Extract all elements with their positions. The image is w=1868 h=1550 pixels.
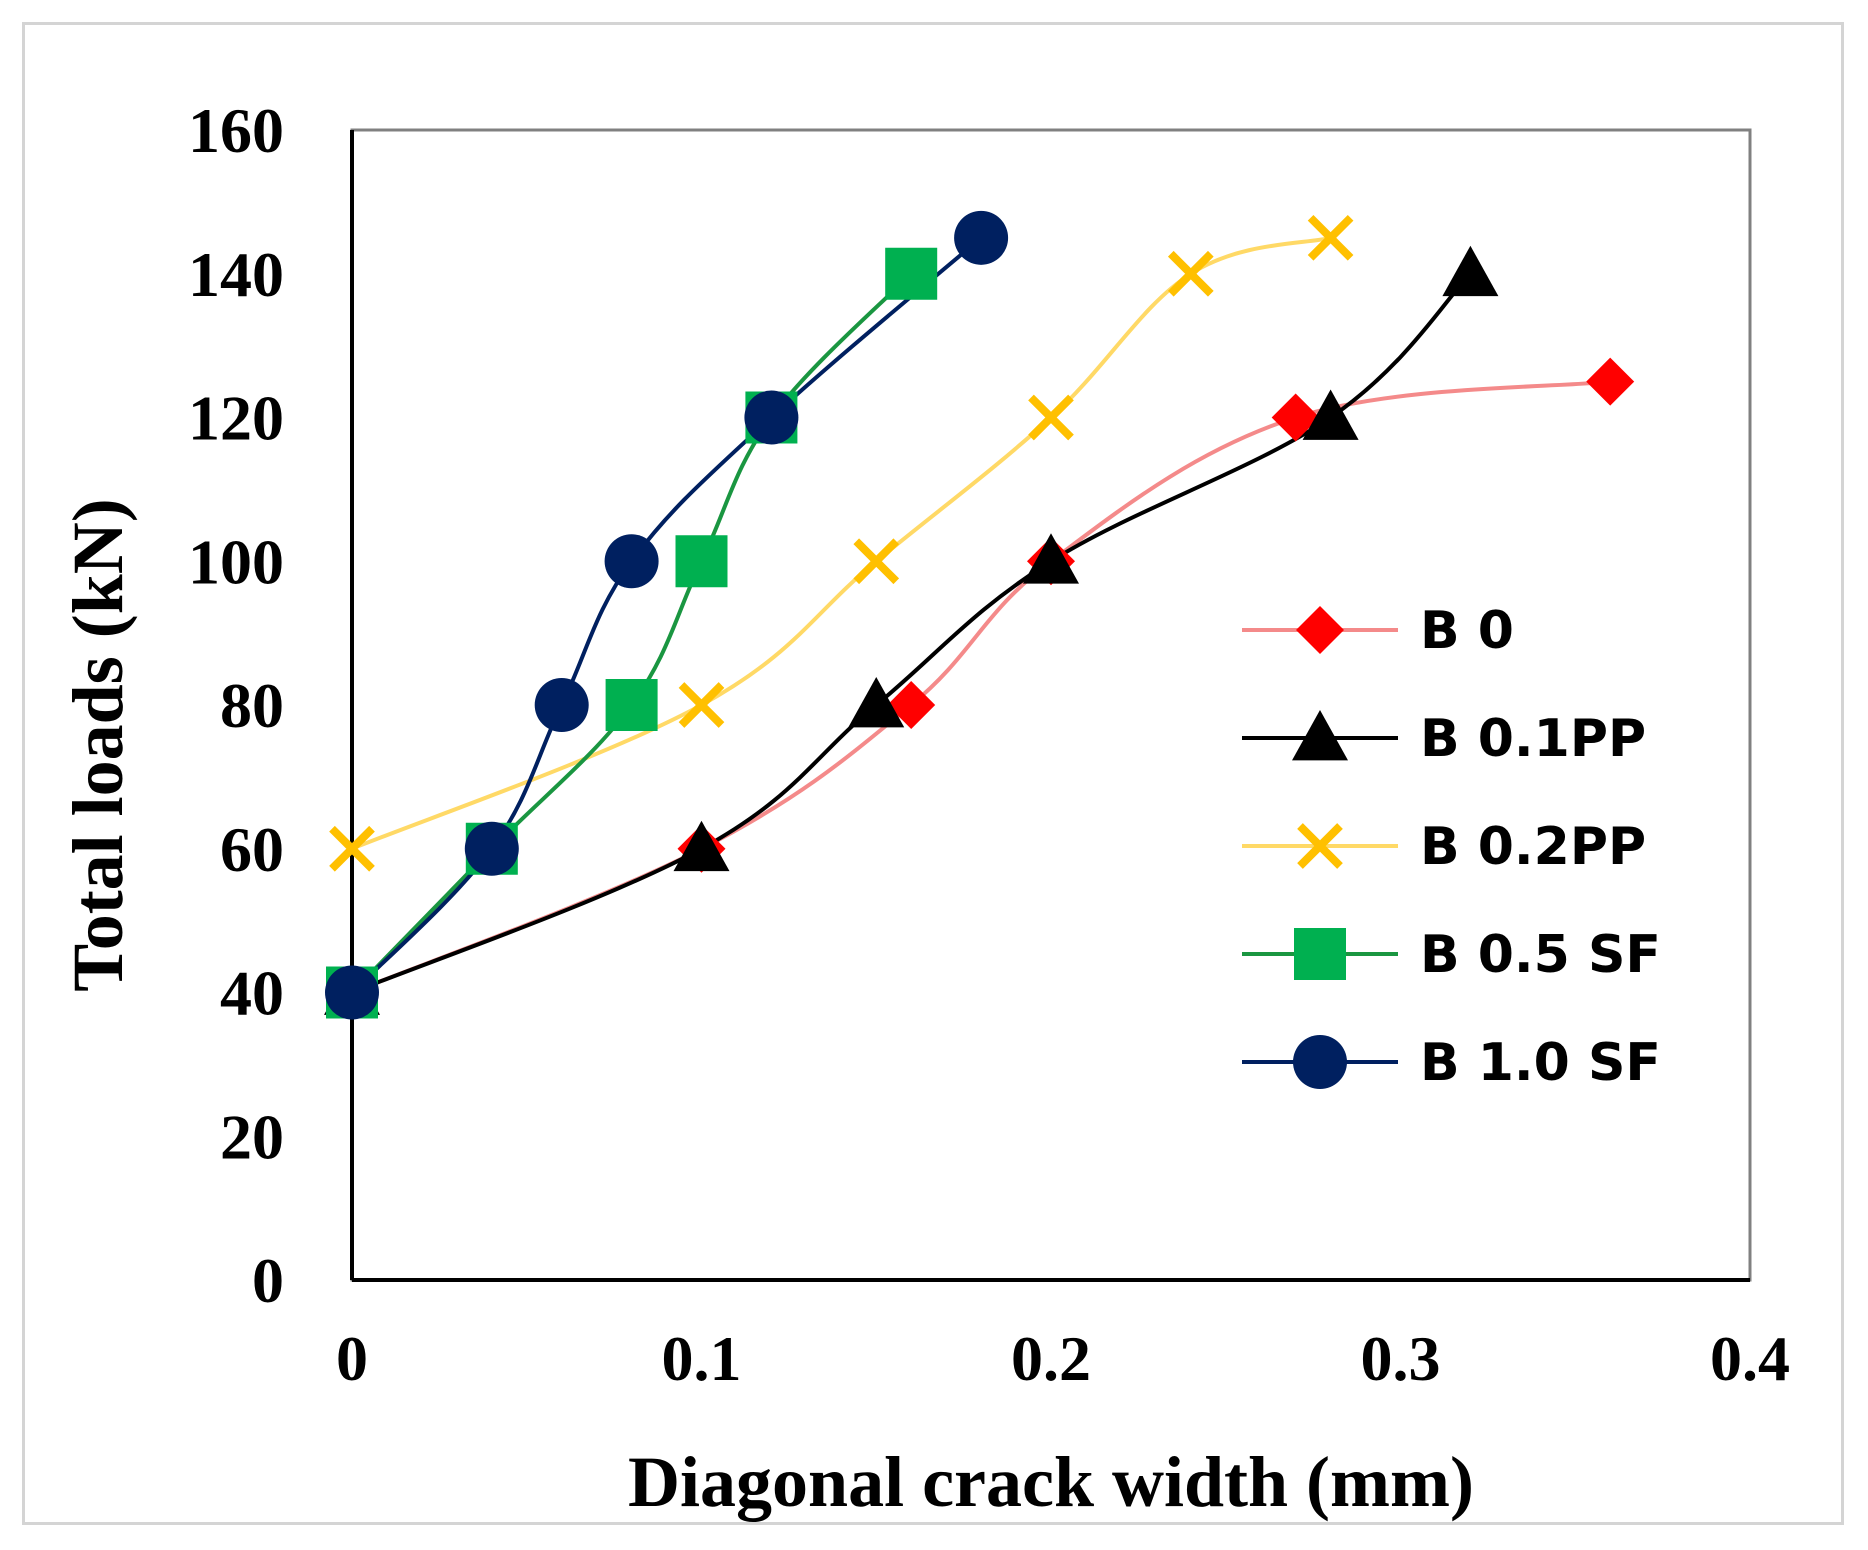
x-tick-label: 0.2 bbox=[1011, 1323, 1091, 1394]
data-point bbox=[673, 820, 730, 872]
data-point bbox=[675, 535, 728, 588]
data-point bbox=[678, 682, 725, 728]
y-tick-label: 0 bbox=[252, 1245, 284, 1316]
legend-marker bbox=[1297, 823, 1343, 869]
y-tick-label: 80 bbox=[220, 670, 284, 741]
data-point bbox=[848, 677, 905, 728]
data-point bbox=[885, 247, 938, 300]
y-axis-title: Total loads (kN) bbox=[58, 498, 138, 991]
x-tick-label: 0.1 bbox=[662, 1323, 742, 1394]
data-point bbox=[853, 538, 900, 585]
legend-label: B 0.5 SF bbox=[1420, 925, 1661, 985]
data-point bbox=[954, 210, 1009, 265]
y-tick-label: 160 bbox=[188, 95, 284, 166]
data-point bbox=[1586, 357, 1635, 406]
data-point bbox=[1307, 214, 1354, 261]
y-tick-label: 40 bbox=[220, 958, 284, 1029]
legend-label: B 0.1PP bbox=[1420, 709, 1646, 769]
series-markers bbox=[324, 210, 1635, 1020]
legend-marker bbox=[1292, 710, 1348, 761]
legend-marker bbox=[1293, 1035, 1347, 1089]
y-tick-labels: 0 20 40 60 80 100 120 140 160 bbox=[188, 95, 284, 1316]
data-point bbox=[1442, 245, 1499, 297]
data-point bbox=[329, 825, 375, 872]
legend-label: B 0.2PP bbox=[1420, 817, 1646, 877]
series-line bbox=[350, 236, 983, 994]
legend-marker bbox=[1296, 606, 1344, 654]
data-point bbox=[604, 534, 659, 589]
data-point bbox=[534, 678, 589, 732]
data-point bbox=[1023, 533, 1079, 584]
legend: B 0 B 0.1PP B 0.2PP B 0.5 SF B 1.0 SF bbox=[1242, 601, 1661, 1093]
data-point bbox=[1028, 394, 1074, 441]
y-tick-label: 120 bbox=[188, 383, 284, 454]
x-tick-label: 0.4 bbox=[1710, 1323, 1790, 1394]
legend-label: B 0 bbox=[1420, 601, 1514, 661]
data-point bbox=[1167, 250, 1214, 297]
y-tick-label: 20 bbox=[220, 1101, 284, 1172]
x-tick-label: 0.3 bbox=[1361, 1323, 1441, 1394]
series-line bbox=[351, 235, 1332, 851]
y-tick-label: 60 bbox=[220, 814, 284, 885]
x-tick-label: 0 bbox=[336, 1323, 368, 1394]
series-line bbox=[350, 272, 913, 994]
data-point bbox=[744, 390, 799, 445]
data-point bbox=[464, 821, 519, 876]
data-point bbox=[1271, 393, 1320, 442]
data-point bbox=[605, 679, 658, 731]
series-line bbox=[351, 379, 1611, 995]
x-tick-labels: 0 0.1 0.2 0.3 0.4 bbox=[336, 1323, 1790, 1394]
x-axis-title: Diagonal crack width (mm) bbox=[628, 1442, 1474, 1522]
y-tick-label: 140 bbox=[188, 239, 284, 310]
y-tick-label: 100 bbox=[188, 526, 284, 597]
data-point bbox=[887, 681, 936, 729]
legend-label: B 1.0 SF bbox=[1420, 1033, 1661, 1093]
data-point bbox=[325, 965, 379, 1020]
data-point bbox=[1302, 389, 1359, 440]
legend-marker bbox=[1294, 928, 1346, 980]
